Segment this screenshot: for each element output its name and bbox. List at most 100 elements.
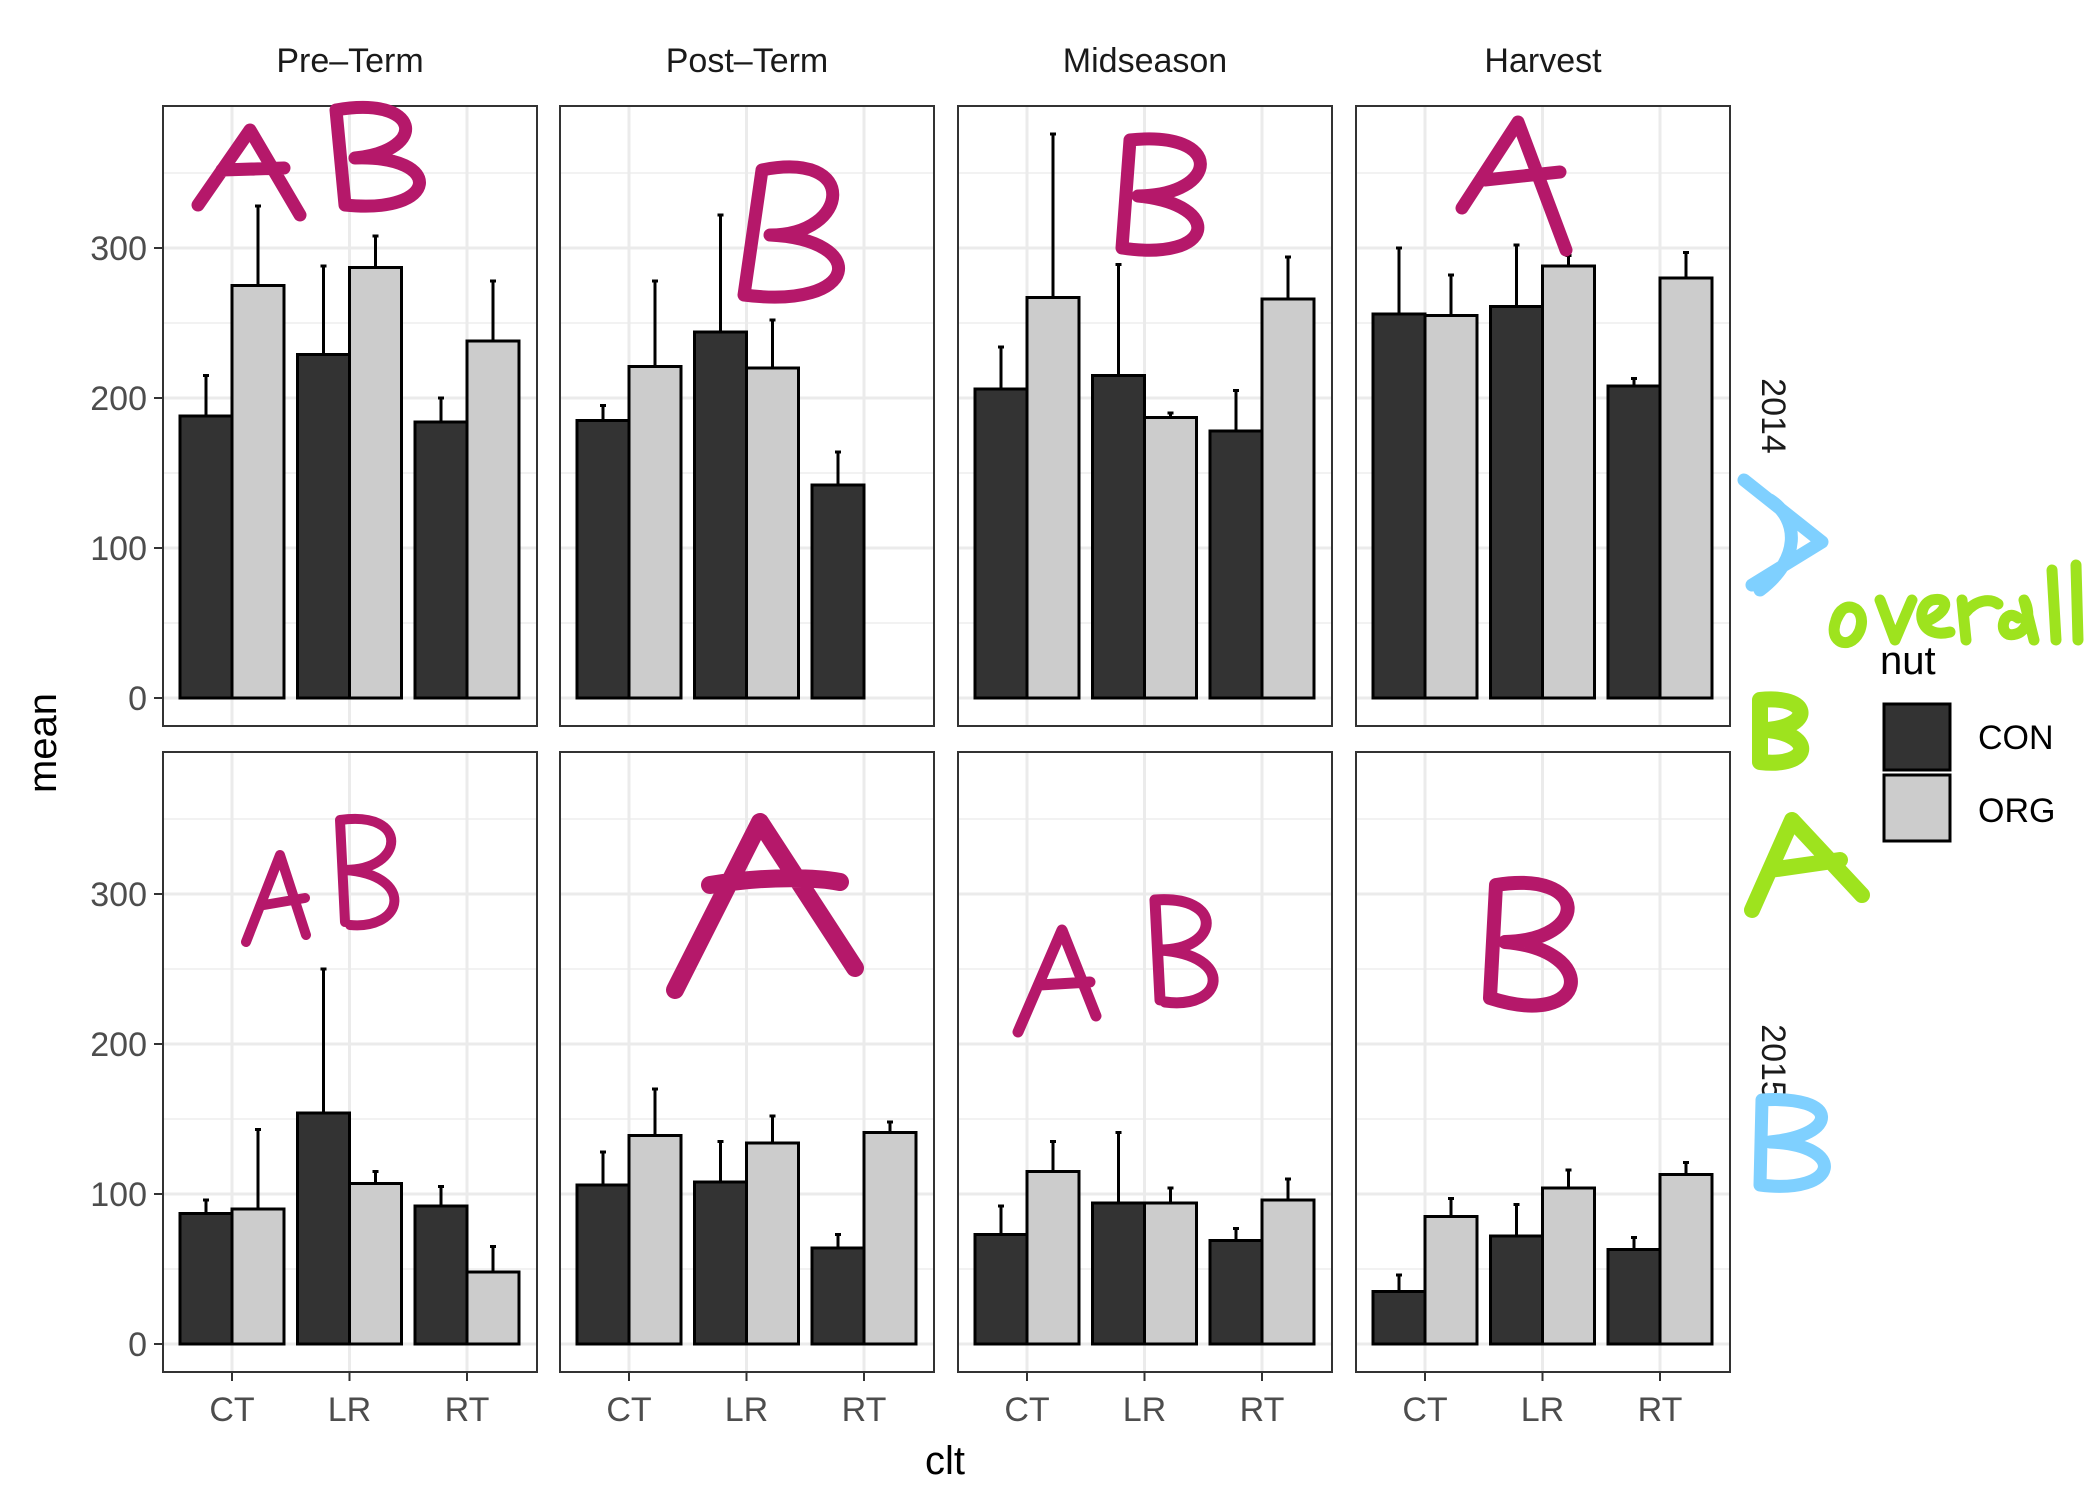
bar-org-ct [1423, 1215, 1479, 1346]
facet-strips: Pre–Term Post–Term Midseason Harvest 2014 201… [276, 42, 1792, 1100]
panel-border [957, 105, 1333, 727]
bar-con-rt [413, 420, 469, 700]
bar-con-ct [1371, 312, 1427, 700]
bar-org-lr [1143, 416, 1198, 700]
bar-org-rt [465, 1270, 521, 1346]
panel-2014-midseason [957, 105, 1333, 727]
y-tick-label: 200 [90, 380, 147, 418]
annotation-2014-harvest-A [1455, 115, 1573, 257]
strip-label-pre-term: Pre–Term [276, 42, 423, 80]
x-tick-label-ct: CT [209, 1391, 254, 1429]
panel-2015-pre-term [162, 751, 538, 1373]
bar-org-ct [1025, 1170, 1081, 1346]
strip-label-post-term: Post–Term [666, 42, 829, 80]
legend-title: nut [1880, 639, 1936, 683]
y-tick-label: 100 [90, 530, 147, 568]
x-axis-title: clt [925, 1439, 965, 1483]
bar-org-rt [1658, 1173, 1714, 1346]
annotation-2014-midseason-B [1115, 132, 1207, 257]
annotation-2014-post-term-B [737, 160, 845, 304]
x-tick-label-rt: RT [445, 1391, 490, 1429]
bar-org-ct [627, 1134, 683, 1346]
bar-con-lr [693, 1180, 748, 1346]
x-axis: CT LR RT CT LR RT CT LR RT CT LR RT [209, 1372, 1682, 1429]
bar-con-rt [1208, 1239, 1264, 1346]
bar-con-lr [296, 353, 351, 700]
annotation-2014-pre-term-AB [191, 100, 426, 222]
bar-org-rt [1260, 297, 1316, 700]
x-tick-label-rt: RT [1240, 1391, 1285, 1429]
bar-con-rt [413, 1204, 469, 1346]
strip-label-2014: 2014 [1754, 378, 1792, 454]
bar-con-rt [1606, 384, 1662, 700]
bar-org-rt [862, 1131, 918, 1346]
y-tick-label: 300 [90, 230, 147, 268]
y-tick-label: 300 [90, 876, 147, 914]
bar-con-rt [810, 483, 866, 700]
panel-border [1355, 105, 1731, 727]
bar-con-lr [1489, 1234, 1544, 1346]
x-tick-label-ct: CT [606, 1391, 651, 1429]
y-tick-label: 100 [90, 1176, 147, 1214]
x-tick-label-ct: CT [1004, 1391, 1049, 1429]
bar-org-ct [230, 1207, 286, 1346]
bar-org-ct [230, 284, 286, 700]
strip-label-midseason: Midseason [1063, 42, 1227, 80]
panel-2014-post-term [559, 105, 935, 727]
bar-con-lr [1091, 1201, 1146, 1346]
x-tick-label-rt: RT [842, 1391, 887, 1429]
x-tick-label-lr: LR [328, 1391, 371, 1429]
legend-label-org: ORG [1978, 792, 2055, 830]
x-tick-label-ct: CT [1402, 1391, 1447, 1429]
bar-con-ct [575, 1183, 631, 1346]
y-axis: 0 100 200 300 0 100 200 300 [90, 230, 163, 1364]
strip-label-2015: 2015 [1754, 1024, 1792, 1100]
bar-con-lr [296, 1111, 351, 1346]
y-tick-label: 200 [90, 1026, 147, 1064]
annotation-2015-post-term-A [666, 813, 864, 999]
panel-2015-harvest [1355, 751, 1731, 1373]
x-tick-label-lr: LR [1123, 1391, 1166, 1429]
annotation-2015-year-B [1753, 1093, 1831, 1193]
bar-con-ct [973, 1233, 1029, 1346]
bar-con-ct [178, 414, 234, 700]
bar-org-lr [745, 366, 800, 700]
annotation-2015-pre-term-AB [241, 813, 400, 947]
bar-org-lr [1541, 1186, 1596, 1346]
legend-key-org [1882, 773, 1952, 843]
bar-con-ct [973, 387, 1029, 700]
bar-con-rt [1606, 1248, 1662, 1346]
bar-org-lr [1541, 264, 1596, 700]
bar-org-rt [465, 339, 521, 700]
bar-con-ct [575, 419, 631, 700]
bar-org-lr [348, 1182, 403, 1346]
facet-panels [162, 105, 1731, 1373]
x-tick-label-rt: RT [1638, 1391, 1683, 1429]
y-axis-title: mean [21, 693, 65, 793]
strip-label-harvest: Harvest [1484, 42, 1602, 80]
bar-con-ct [178, 1212, 234, 1346]
bar-con-lr [1091, 374, 1146, 700]
annotation-overall [1828, 559, 2084, 648]
panel-2015-midseason [957, 751, 1333, 1373]
bar-con-rt [1208, 429, 1264, 700]
panel-2015-post-term [559, 751, 935, 1373]
bar-org-ct [627, 365, 683, 700]
annotation-overall-org-A [1744, 812, 1870, 918]
bar-con-lr [1489, 305, 1544, 700]
annotation-overall-con-B [1752, 691, 1810, 771]
x-tick-label-lr: LR [1521, 1391, 1564, 1429]
y-tick-label: 0 [128, 1326, 147, 1364]
annotation-2015-harvest-B [1483, 876, 1578, 1013]
legend: nut CON ORG [1880, 639, 2055, 843]
bar-con-lr [693, 330, 748, 700]
bar-con-ct [1371, 1290, 1427, 1346]
handwritten-annotations [191, 100, 2084, 1193]
annotation-2015-midseason-AB [1012, 894, 1219, 1038]
legend-label-con: CON [1978, 719, 2054, 757]
panel-border [559, 105, 935, 727]
bar-con-rt [810, 1246, 866, 1346]
bar-org-lr [745, 1141, 800, 1346]
x-tick-label-lr: LR [725, 1391, 768, 1429]
y-tick-label: 0 [128, 680, 147, 718]
